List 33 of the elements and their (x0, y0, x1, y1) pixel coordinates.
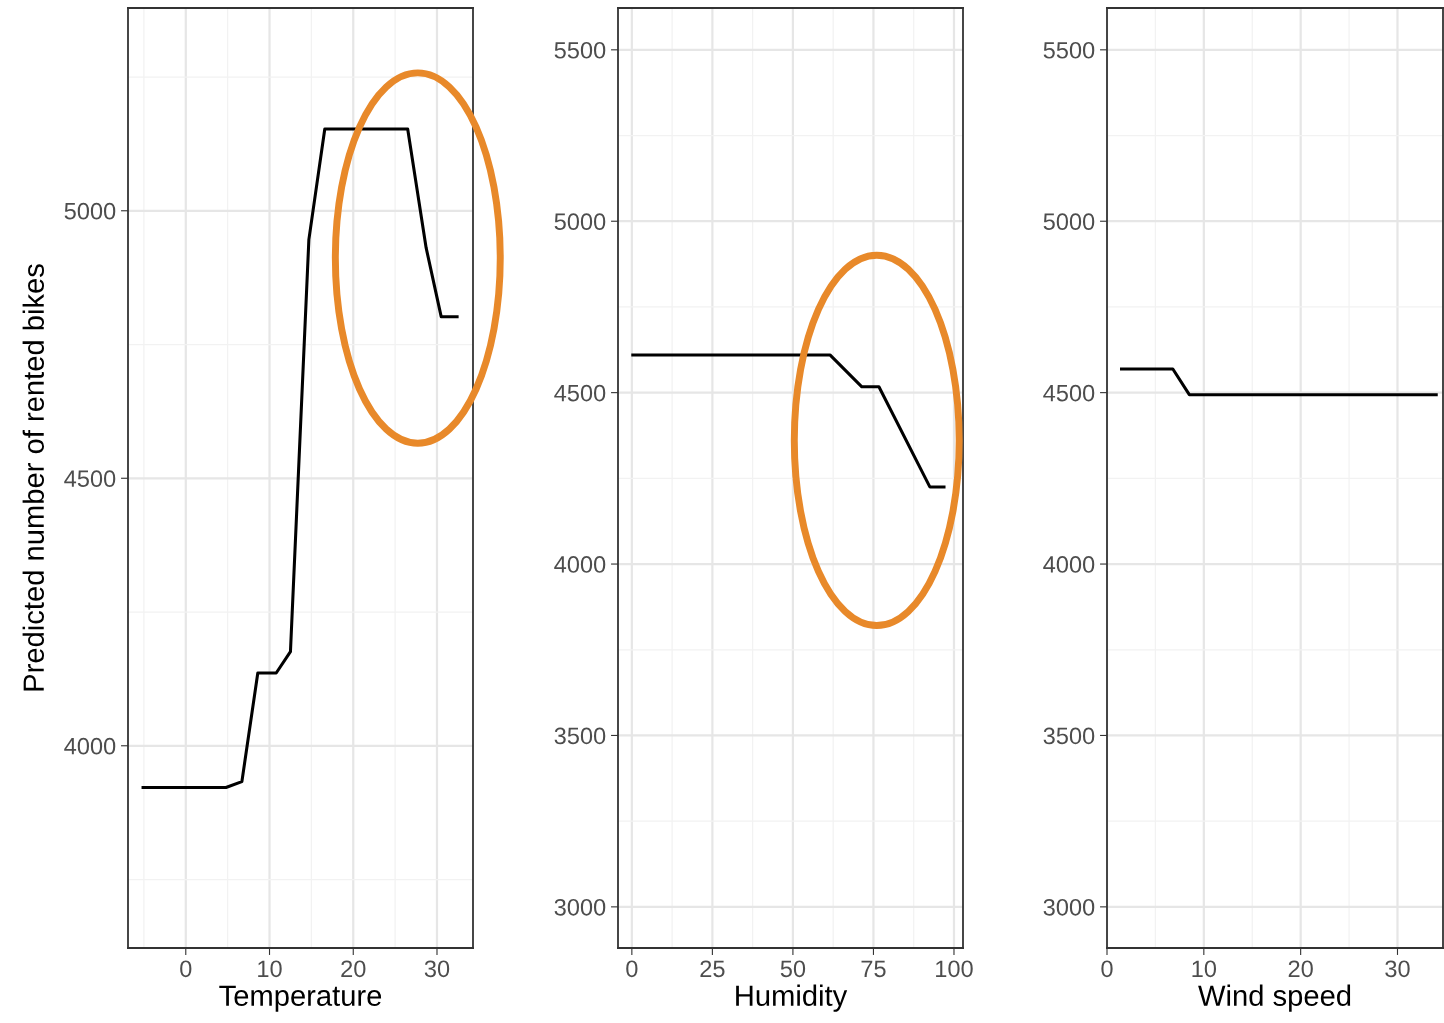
y-tick-label: 4000 (1043, 556, 1095, 573)
x-tick-label: 20 (1288, 960, 1313, 978)
y-tick-label: 4000 (554, 556, 606, 573)
y-tick-label: 3000 (1043, 898, 1095, 916)
y-tick-label: 3500 (1043, 727, 1095, 745)
x-tick-label: 25 (700, 960, 725, 978)
x-tick-label: 75 (861, 960, 886, 978)
y-tick-label: 4000 (64, 737, 116, 755)
x-tick-label: 10 (1192, 960, 1217, 978)
x-tick-label: 50 (780, 960, 806, 978)
x-tick-label: 0 (1101, 960, 1113, 978)
x-tick-label: 30 (1385, 960, 1410, 978)
y-tick-label: 3500 (554, 727, 606, 745)
y-tick-label: 5000 (554, 213, 606, 231)
y-axis-title: Predicted number of rented bikes (22, 264, 45, 691)
y-tick-label: 5000 (1043, 213, 1095, 231)
y-tick-label: 4500 (554, 384, 606, 402)
y-tick-label: 5000 (64, 202, 116, 220)
y-tick-label: 3000 (554, 898, 606, 916)
x-tick-label: 0 (180, 960, 192, 978)
x-tick-label: 30 (424, 960, 450, 978)
y-tick-label: 4500 (64, 470, 116, 488)
x-tick-label: 20 (341, 960, 366, 978)
y-tick-label: 5500 (1043, 41, 1095, 59)
x-axis-title: Wind speed (1198, 984, 1351, 1012)
line-series (141, 127, 459, 790)
x-tick-label: 0 (626, 960, 638, 978)
y-tick-label: 4500 (1043, 384, 1095, 402)
x-axis-title: Humidity (736, 984, 848, 1012)
x-tick-label: 10 (258, 960, 282, 978)
x-axis-title: Temperature (219, 985, 382, 1012)
x-tick-label: 100 (936, 960, 973, 978)
y-tick-label: 5500 (554, 41, 606, 59)
